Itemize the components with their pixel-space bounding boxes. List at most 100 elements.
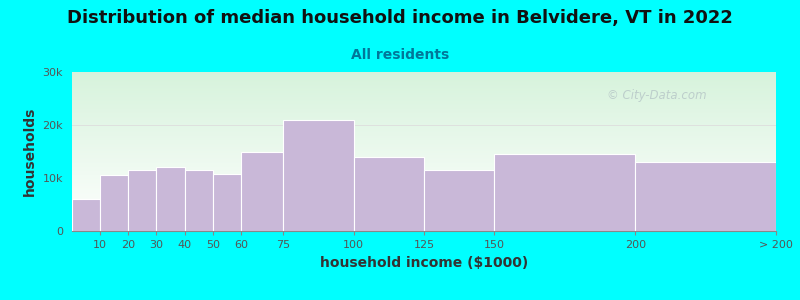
- Bar: [72, 138, 776, 139]
- Bar: [72, 194, 776, 195]
- Bar: [72, 90, 776, 91]
- Bar: [72, 149, 776, 150]
- Bar: [72, 142, 776, 143]
- Text: Distribution of median household income in Belvidere, VT in 2022: Distribution of median household income …: [67, 9, 733, 27]
- Bar: [72, 165, 776, 166]
- Bar: [72, 145, 776, 146]
- Bar: [72, 109, 776, 110]
- Bar: [72, 148, 776, 149]
- Bar: [72, 225, 776, 226]
- Bar: [72, 140, 776, 141]
- Text: © City-Data.com: © City-Data.com: [607, 89, 706, 102]
- Bar: [72, 141, 776, 142]
- Bar: [72, 226, 776, 227]
- Bar: [72, 167, 776, 168]
- Bar: [72, 107, 776, 108]
- Bar: [72, 139, 776, 140]
- Bar: [72, 93, 776, 94]
- Bar: [72, 114, 776, 115]
- Bar: [72, 164, 776, 165]
- Bar: [72, 144, 776, 145]
- Bar: [72, 134, 776, 135]
- Bar: [72, 173, 776, 174]
- Bar: [72, 201, 776, 202]
- Bar: [72, 224, 776, 225]
- Bar: [72, 170, 776, 171]
- Bar: [72, 130, 776, 131]
- Bar: [72, 197, 776, 198]
- Bar: [72, 102, 776, 103]
- Bar: [72, 83, 776, 84]
- Bar: [72, 72, 776, 73]
- Bar: [72, 108, 776, 109]
- Bar: [72, 186, 776, 187]
- Bar: [635, 162, 776, 231]
- Bar: [72, 199, 100, 231]
- Bar: [72, 85, 776, 86]
- Bar: [72, 104, 776, 105]
- Bar: [72, 214, 776, 215]
- Bar: [72, 81, 776, 82]
- Bar: [72, 75, 776, 76]
- Bar: [72, 127, 776, 128]
- Bar: [185, 170, 213, 231]
- Bar: [72, 152, 776, 153]
- Bar: [72, 113, 776, 114]
- Bar: [72, 171, 776, 172]
- Bar: [72, 92, 776, 93]
- Bar: [72, 115, 776, 116]
- Bar: [72, 86, 776, 87]
- Bar: [72, 192, 776, 193]
- Bar: [72, 216, 776, 217]
- Bar: [72, 155, 776, 156]
- Bar: [72, 210, 776, 211]
- Bar: [72, 89, 776, 90]
- Bar: [72, 162, 776, 163]
- Bar: [72, 204, 776, 205]
- X-axis label: household income ($1000): household income ($1000): [320, 256, 528, 270]
- Bar: [72, 187, 776, 188]
- Bar: [72, 94, 776, 95]
- Bar: [72, 215, 776, 216]
- Bar: [72, 199, 776, 200]
- Bar: [72, 229, 776, 230]
- Bar: [72, 179, 776, 180]
- Bar: [72, 79, 776, 80]
- Bar: [72, 99, 776, 100]
- Bar: [72, 230, 776, 231]
- Bar: [213, 174, 241, 231]
- Bar: [72, 84, 776, 85]
- Bar: [72, 153, 776, 154]
- Bar: [72, 151, 776, 152]
- Bar: [72, 208, 776, 209]
- Bar: [72, 106, 776, 107]
- Bar: [494, 154, 635, 231]
- Bar: [100, 175, 128, 231]
- Bar: [72, 166, 776, 167]
- Bar: [72, 217, 776, 218]
- Bar: [72, 160, 776, 161]
- Text: All residents: All residents: [351, 48, 449, 62]
- Bar: [72, 185, 776, 186]
- Bar: [72, 161, 776, 162]
- Bar: [72, 118, 776, 119]
- Bar: [72, 218, 776, 219]
- Bar: [72, 100, 776, 101]
- Bar: [72, 158, 776, 159]
- Bar: [72, 147, 776, 148]
- Bar: [72, 132, 776, 133]
- Bar: [72, 202, 776, 203]
- Bar: [72, 126, 776, 127]
- Bar: [72, 189, 776, 190]
- Bar: [72, 228, 776, 229]
- Bar: [72, 121, 776, 122]
- Bar: [72, 77, 776, 78]
- Y-axis label: households: households: [22, 107, 37, 196]
- Bar: [128, 170, 157, 231]
- Bar: [72, 178, 776, 179]
- Bar: [72, 96, 776, 97]
- Bar: [72, 112, 776, 113]
- Bar: [72, 163, 776, 164]
- Bar: [72, 223, 776, 224]
- Bar: [72, 220, 776, 221]
